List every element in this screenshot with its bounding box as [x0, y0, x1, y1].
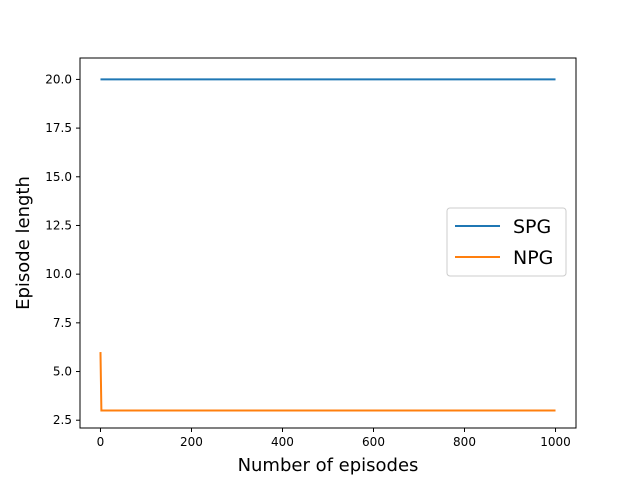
legend: SPG NPG [446, 207, 567, 277]
y-tick-label: 2.5 [53, 413, 72, 427]
x-tick-label: 600 [362, 435, 385, 449]
x-axis: 0 200 400 600 800 1000 [97, 428, 571, 449]
x-tick-label: 400 [271, 435, 294, 449]
y-tick-label: 12.5 [45, 218, 72, 232]
x-tick-label: 0 [97, 435, 105, 449]
series-layer [99, 78, 556, 412]
y-tick-label: 20.0 [45, 72, 72, 86]
series-line-npg [99, 352, 556, 412]
y-tick-label: 5.0 [53, 365, 72, 379]
legend-label-npg: NPG [513, 247, 553, 269]
x-tick-label: 200 [180, 435, 203, 449]
x-axis-label: Number of episodes [238, 455, 419, 476]
y-tick-label: 15.0 [45, 170, 72, 184]
y-axis: 2.5 5.0 7.5 10.0 12.5 15.0 17.5 20.0 [45, 72, 80, 427]
x-tick-label: 1000 [540, 435, 571, 449]
y-tick-label: 10.0 [45, 267, 72, 281]
legend-label-spg: SPG [513, 216, 551, 238]
y-axis-label: Episode length [13, 176, 34, 310]
y-tick-label: 17.5 [45, 121, 72, 135]
x-tick-label: 800 [453, 435, 476, 449]
y-tick-label: 7.5 [53, 316, 72, 330]
